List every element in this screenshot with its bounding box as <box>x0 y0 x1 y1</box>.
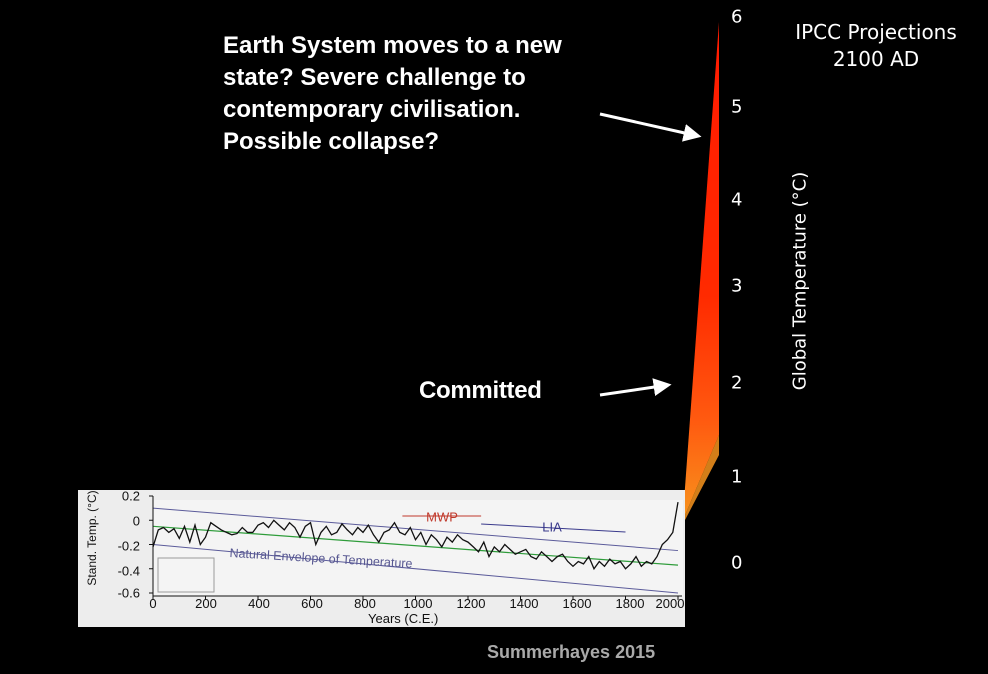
source-credit: Summerhayes 2015 <box>487 642 656 662</box>
temp-tick-2: 2 <box>731 372 743 394</box>
headline-line-1: Earth System moves to a new <box>223 32 562 59</box>
inset-y-axis-label: Stand. Temp. (°C) <box>85 490 99 586</box>
ipcc-line-1: IPCC Projections <box>795 20 957 44</box>
headline-annotation: Earth System moves to a new state? Sever… <box>223 30 643 158</box>
temperature-series-line <box>152 501 679 571</box>
committed-label: Committed <box>419 377 542 404</box>
lia-label: LIA <box>542 519 562 535</box>
inset-ytick-0: 0 <box>132 513 140 529</box>
headline-arrow <box>599 112 702 142</box>
inset-xtick-2000: 2000 <box>655 596 685 611</box>
inset-xtick-0: 0 <box>149 596 157 611</box>
inset-xtick-1600: 1600 <box>562 596 592 611</box>
inset-xtick-1000: 1000 <box>403 596 433 611</box>
headline-line-2: state? Severe challenge to <box>223 64 526 91</box>
temp-tick-5: 5 <box>731 96 743 118</box>
temp-tick-6: 6 <box>731 6 743 28</box>
inset-xtick-1800: 1800 <box>615 596 645 611</box>
inset-ytick-minus-0.6: -0.6 <box>117 585 140 601</box>
inset-tick-marks <box>149 495 679 600</box>
ipcc-projections-label: IPCC Projections 2100 AD <box>776 19 976 73</box>
inset-xtick-1200: 1200 <box>456 596 486 611</box>
temp-tick-0: 0 <box>731 552 743 574</box>
committed-arrow <box>599 378 672 397</box>
temp-tick-3: 3 <box>731 275 743 297</box>
inset-ytick-minus-0.2: -0.2 <box>117 538 140 554</box>
inset-xtick-600: 600 <box>301 596 323 611</box>
inset-xtick-400: 400 <box>248 596 270 611</box>
projection-wedge-base <box>683 435 719 522</box>
projection-wedge <box>683 22 719 520</box>
lia-span-arrow <box>481 523 626 533</box>
headline-line-4: Possible collapse? <box>223 128 440 155</box>
inset-xtick-200: 200 <box>195 596 217 611</box>
ipcc-line-2: 2100 AD <box>832 47 920 71</box>
temp-tick-1: 1 <box>731 466 743 488</box>
inset-xtick-1400: 1400 <box>509 596 539 611</box>
inset-plot <box>149 495 683 600</box>
trend-line <box>152 525 679 566</box>
historical-temperature-inset: Stand. Temp. (°C) 0.2 0 -0.2 -0.4 -0.6 0… <box>78 488 685 627</box>
inset-ytick-minus-0.4: -0.4 <box>117 563 140 579</box>
inset-x-axis-label: Years (C.E.) <box>368 611 439 626</box>
headline-line-3: contemporary civilisation. <box>223 96 521 123</box>
temp-tick-4: 4 <box>731 189 743 211</box>
mwp-label: MWP <box>426 509 458 525</box>
inset-ytick-0.2: 0.2 <box>121 488 140 504</box>
inset-legend-box <box>157 557 215 593</box>
inset-xtick-800: 800 <box>354 596 376 611</box>
envelope-upper-line <box>152 507 679 552</box>
envelope-lower-line <box>152 544 679 594</box>
